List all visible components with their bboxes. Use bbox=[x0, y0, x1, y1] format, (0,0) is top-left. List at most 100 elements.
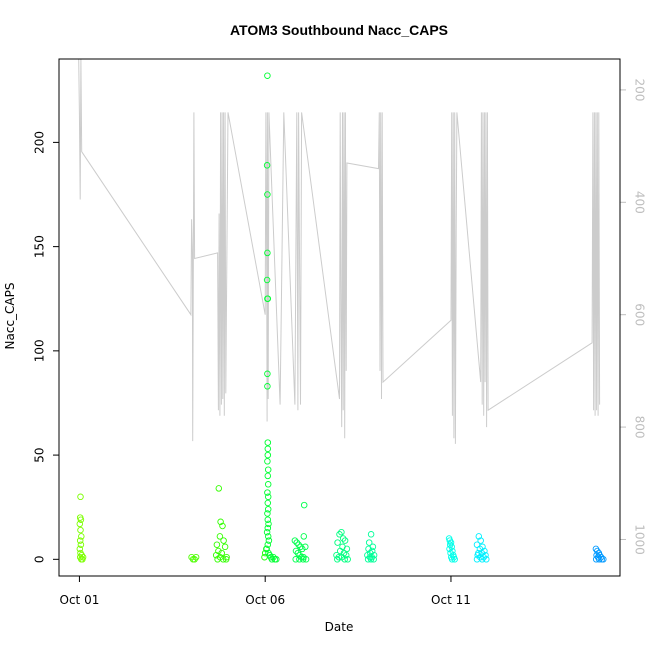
right-y-tick-label: 600 bbox=[633, 303, 647, 326]
data-point bbox=[336, 531, 343, 538]
x-tick-label: Oct 01 bbox=[60, 593, 100, 607]
data-point bbox=[264, 451, 272, 459]
data-point bbox=[264, 489, 271, 496]
data-point bbox=[334, 556, 341, 563]
data-point bbox=[263, 276, 271, 284]
axes: 0 50 100 150 200 Oct 01 Oct 06 Oct 11 200 400 600 8… bbox=[33, 78, 647, 607]
data-point bbox=[221, 543, 229, 551]
data-point bbox=[192, 553, 200, 561]
data-point bbox=[264, 466, 272, 473]
data-point bbox=[297, 543, 304, 551]
data-point bbox=[368, 547, 376, 555]
data-point bbox=[77, 516, 85, 523]
data-point bbox=[370, 556, 377, 563]
data-point bbox=[265, 537, 273, 544]
data-point bbox=[365, 539, 373, 546]
data-point bbox=[296, 551, 303, 559]
data-point bbox=[291, 537, 299, 544]
right-axis-trace bbox=[78, 58, 601, 444]
data-point bbox=[483, 556, 490, 563]
right-y-tick-label: 1000 bbox=[633, 524, 647, 555]
data-point bbox=[264, 458, 271, 465]
data-point bbox=[449, 547, 456, 555]
data-point bbox=[77, 541, 85, 548]
data-point bbox=[595, 556, 603, 563]
data-point bbox=[219, 522, 226, 530]
data-point bbox=[212, 551, 220, 559]
data-point bbox=[218, 549, 225, 557]
data-point bbox=[478, 556, 486, 563]
data-point bbox=[264, 499, 272, 507]
right-y-tick-label: 800 bbox=[633, 416, 647, 439]
y-tick-label: 0 bbox=[33, 556, 47, 564]
data-point bbox=[292, 556, 299, 563]
data-point bbox=[302, 556, 310, 563]
data-point bbox=[263, 528, 271, 536]
data-point bbox=[264, 295, 272, 302]
data-point bbox=[265, 520, 272, 528]
data-point bbox=[264, 541, 272, 548]
data-point bbox=[264, 506, 272, 513]
x-axis-label: Date bbox=[325, 620, 354, 634]
data-point bbox=[296, 556, 303, 563]
data-point bbox=[264, 516, 272, 523]
data-point bbox=[295, 541, 302, 548]
y-tick-label: 100 bbox=[33, 339, 47, 362]
data-point bbox=[302, 543, 309, 551]
scatter-points bbox=[76, 72, 607, 563]
data-point bbox=[294, 549, 302, 557]
data-point bbox=[264, 493, 272, 501]
data-point bbox=[367, 531, 375, 538]
data-point bbox=[264, 72, 271, 79]
data-point bbox=[264, 191, 271, 198]
data-point bbox=[78, 533, 85, 540]
data-point bbox=[475, 533, 483, 540]
data-point bbox=[477, 553, 484, 561]
data-point bbox=[213, 541, 221, 548]
data-point bbox=[222, 556, 230, 563]
chart-title: ATOM3 Southbound Nacc_CAPS bbox=[230, 22, 448, 38]
data-point bbox=[76, 520, 84, 528]
data-point bbox=[264, 383, 271, 390]
data-point bbox=[341, 537, 349, 544]
data-point bbox=[299, 556, 307, 563]
data-point bbox=[217, 518, 224, 526]
data-point bbox=[263, 545, 270, 553]
data-point bbox=[263, 162, 271, 169]
data-point bbox=[451, 556, 458, 563]
data-point bbox=[600, 556, 607, 563]
data-point bbox=[293, 539, 301, 546]
data-point bbox=[78, 551, 85, 559]
data-point bbox=[220, 537, 227, 544]
y-tick-label: 200 bbox=[33, 131, 47, 154]
x-tick-label: Oct 11 bbox=[431, 593, 471, 607]
data-point bbox=[264, 472, 272, 480]
data-point bbox=[367, 556, 375, 563]
data-point bbox=[300, 501, 308, 509]
data-point bbox=[264, 524, 272, 532]
data-point bbox=[365, 545, 372, 553]
data-point bbox=[273, 556, 280, 563]
data-point bbox=[338, 528, 345, 536]
data-point bbox=[79, 553, 87, 561]
data-point bbox=[344, 556, 351, 563]
data-point bbox=[264, 533, 272, 540]
y-tick-label: 50 bbox=[33, 447, 47, 462]
x-tick-label: Oct 06 bbox=[245, 593, 285, 607]
data-point bbox=[336, 547, 344, 555]
data-point bbox=[264, 249, 271, 257]
right-y-tick-label: 200 bbox=[633, 78, 647, 101]
data-point bbox=[292, 547, 300, 555]
data-point bbox=[264, 370, 271, 378]
right-y-tick-label: 400 bbox=[633, 191, 647, 214]
data-point bbox=[216, 533, 224, 540]
data-point bbox=[76, 545, 84, 553]
data-point bbox=[339, 535, 347, 542]
data-point bbox=[77, 493, 84, 501]
data-point bbox=[477, 537, 484, 544]
data-point bbox=[264, 445, 272, 453]
data-point bbox=[448, 556, 456, 563]
data-point bbox=[264, 439, 272, 446]
y-tick-label: 150 bbox=[33, 235, 47, 258]
